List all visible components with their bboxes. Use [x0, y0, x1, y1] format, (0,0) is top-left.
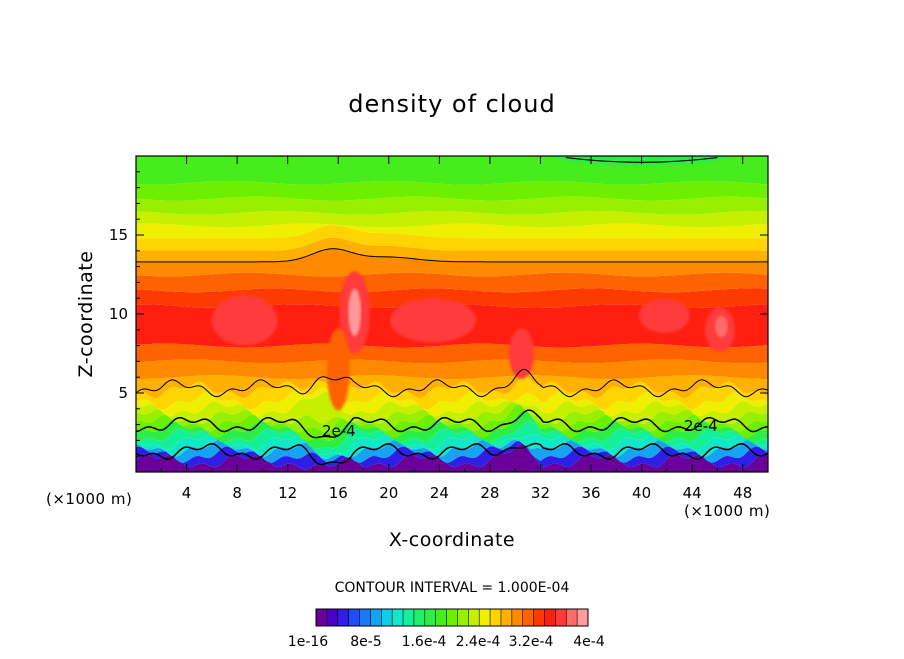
- colorbar-label: 2.4e-4: [456, 634, 501, 650]
- feature-4: [639, 298, 690, 333]
- color-band-0: [136, 443, 768, 472]
- colorbar-swatch-22: [555, 609, 567, 626]
- y-tick-label: 5: [118, 384, 128, 402]
- colorbar-swatch-6: [381, 609, 393, 626]
- color-band-1: [136, 440, 768, 470]
- colorbar-swatch-1: [326, 609, 339, 626]
- x-tick-label: 28: [480, 484, 499, 502]
- chart-title: density of cloud: [348, 90, 555, 118]
- x-tick-label: 4: [182, 484, 192, 502]
- color-band-21: [136, 211, 768, 228]
- color-band-13: [136, 343, 768, 364]
- feature-3: [390, 298, 477, 343]
- color-band-20: [136, 223, 768, 239]
- x-tick-label: 24: [430, 484, 449, 502]
- contour-label-left: 2e-4: [322, 422, 356, 440]
- x-axis-ticks: 4 8 12 16 20 24 28 32 36 40 44 48: [160, 156, 752, 502]
- feature-2: [211, 295, 278, 346]
- color-band-2: [136, 439, 768, 463]
- color-band-10: [136, 376, 768, 410]
- x-tick-label: 36: [581, 484, 600, 502]
- color-band-22: [136, 196, 768, 215]
- color-band-4: [136, 421, 768, 455]
- colorbar-swatch-3: [348, 609, 360, 626]
- color-band-5: [136, 410, 768, 449]
- x-tick-label: 20: [379, 484, 398, 502]
- color-band-18: [136, 237, 768, 262]
- color-band-7: [136, 401, 768, 433]
- colorbar-label: 4e-4: [573, 634, 605, 650]
- color-band-12: [136, 359, 768, 380]
- y-tick-label: 10: [109, 305, 128, 323]
- feature-8: [508, 328, 535, 379]
- colorbar: [315, 608, 589, 627]
- contour-line-2: [136, 368, 768, 398]
- colorbar-swatch-13: [457, 609, 469, 626]
- x-tick-label: 8: [232, 484, 242, 502]
- x-tick-label: 48: [733, 484, 752, 502]
- feature-6: [714, 315, 728, 338]
- y-tick-label: 15: [109, 226, 128, 244]
- colorbar-swatch-19: [522, 609, 534, 626]
- y-axis-label: Z-coordinate: [75, 251, 97, 378]
- y-axis-ticks: 5 10 15: [109, 171, 768, 457]
- color-band-16: [136, 272, 768, 293]
- colorbar-swatch-12: [446, 609, 458, 626]
- colorbar-label: 8e-5: [350, 634, 381, 650]
- color-features: [211, 156, 736, 411]
- colorbar-swatch-4: [359, 609, 371, 626]
- colorbar-frame: [315, 608, 589, 627]
- colorbar-swatch-8: [403, 609, 415, 626]
- colorbar-swatch-11: [435, 609, 447, 626]
- colorbar-swatch-10: [424, 609, 436, 626]
- color-band-8: [136, 391, 768, 424]
- color-band-9: [136, 387, 768, 417]
- colorbar-label: 1e-16: [288, 634, 328, 650]
- colorbar-swatch-20: [533, 609, 545, 626]
- color-band-23: [136, 181, 768, 201]
- colorbar-swatch-21: [544, 609, 556, 626]
- contour-interval-text: CONTOUR INTERVAL = 1.000E-04: [335, 580, 570, 596]
- colorbar-labels: 1e-16 8e-5 1.6e-4 2.4e-4 3.2e-4 4e-4: [288, 634, 605, 650]
- x-tick-label: 32: [531, 484, 550, 502]
- x-axis-label: X-coordinate: [389, 529, 515, 551]
- color-band-17: [136, 248, 768, 277]
- colorbar-swatch-9: [413, 609, 426, 626]
- colorbar-label: 3.2e-4: [509, 634, 554, 650]
- x-unit-right: (×1000 m): [684, 502, 770, 520]
- colorbar-swatch-18: [511, 609, 524, 626]
- colorbar-swatch-14: [468, 609, 480, 626]
- contour-label-right: 2e-4: [684, 417, 718, 435]
- colorbar-swatch-17: [500, 609, 513, 626]
- contour-lines: [136, 156, 768, 466]
- feature-1: [348, 288, 361, 337]
- x-tick-label: 12: [278, 484, 297, 502]
- color-band-15: [136, 288, 768, 308]
- colorbar-swatch-2: [337, 609, 349, 626]
- x-unit-left: (×1000 m): [46, 490, 132, 508]
- colorbar-swatch-15: [479, 609, 491, 626]
- colorbar-label: 1.6e-4: [402, 634, 447, 650]
- x-tick-label: 44: [683, 484, 702, 502]
- contour-line-1: [136, 409, 768, 439]
- plot-area: [136, 156, 768, 472]
- colorbar-swatch-24: [577, 609, 589, 626]
- colorbar-swatch-23: [566, 609, 578, 626]
- feature-7: [326, 328, 350, 411]
- colorbar-swatch-0: [316, 609, 328, 626]
- colorbar-swatch-7: [392, 609, 404, 626]
- colorbar-swatch-5: [370, 609, 382, 626]
- colorbar-swatch-16: [490, 609, 502, 626]
- x-tick-label: 16: [329, 484, 348, 502]
- contour-line-3: [136, 248, 768, 263]
- x-tick-label: 40: [632, 484, 651, 502]
- contour-line-0: [136, 442, 768, 466]
